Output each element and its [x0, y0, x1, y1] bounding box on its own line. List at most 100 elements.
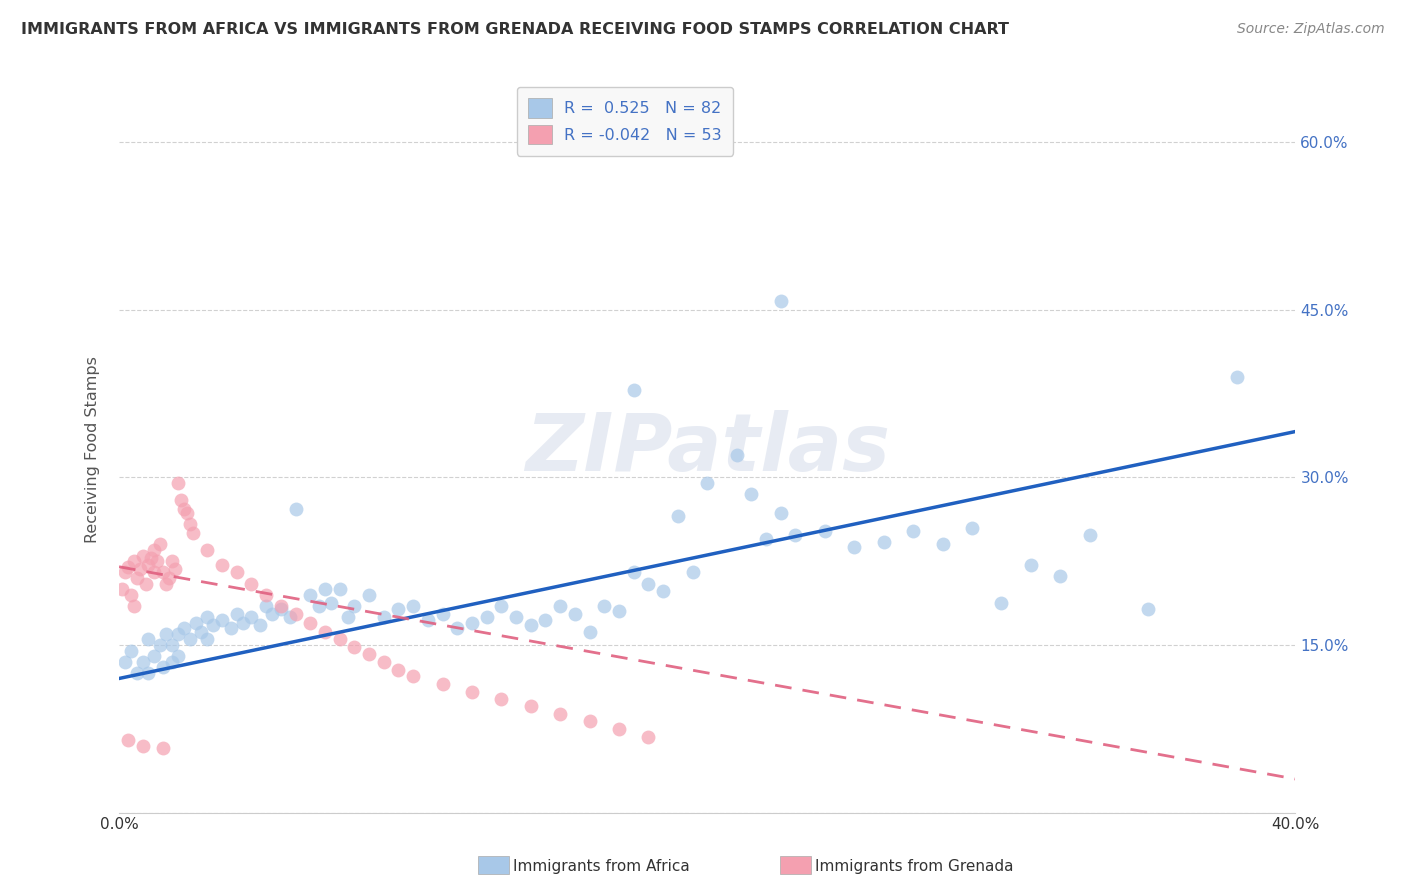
- Point: [607, 604, 630, 618]
- Point: [505, 610, 527, 624]
- Point: [202, 618, 225, 632]
- Point: [319, 595, 342, 609]
- Point: [134, 576, 156, 591]
- Point: [402, 669, 425, 683]
- Point: [755, 532, 778, 546]
- Point: [143, 543, 166, 558]
- Point: [416, 613, 439, 627]
- Point: [284, 501, 307, 516]
- Point: [152, 566, 174, 580]
- Point: [931, 537, 953, 551]
- Point: [146, 554, 169, 568]
- Point: [225, 607, 247, 621]
- Point: [155, 627, 177, 641]
- Point: [990, 595, 1012, 609]
- Point: [402, 599, 425, 613]
- Point: [195, 610, 218, 624]
- Point: [122, 554, 145, 568]
- Point: [167, 627, 190, 641]
- Point: [343, 599, 366, 613]
- Y-axis label: Receiving Food Stamps: Receiving Food Stamps: [86, 356, 100, 543]
- Point: [117, 559, 139, 574]
- Point: [373, 610, 395, 624]
- Point: [240, 610, 263, 624]
- Point: [179, 632, 201, 647]
- Point: [184, 615, 207, 630]
- Point: [387, 602, 409, 616]
- Legend: R =  0.525   N = 82, R = -0.042   N = 53: R = 0.525 N = 82, R = -0.042 N = 53: [516, 87, 734, 155]
- Point: [173, 621, 195, 635]
- Point: [131, 549, 153, 563]
- Point: [461, 685, 484, 699]
- Point: [769, 293, 792, 308]
- Point: [181, 526, 204, 541]
- Point: [314, 624, 336, 639]
- Text: ZIPatlas: ZIPatlas: [524, 410, 890, 489]
- Text: Immigrants from Africa: Immigrants from Africa: [513, 859, 690, 874]
- Point: [623, 383, 645, 397]
- Point: [534, 613, 557, 627]
- Point: [138, 632, 160, 647]
- Point: [167, 475, 190, 490]
- Point: [284, 607, 307, 621]
- Point: [593, 599, 616, 613]
- Point: [160, 638, 183, 652]
- Point: [814, 524, 837, 538]
- Point: [195, 543, 218, 558]
- Point: [163, 562, 186, 576]
- Point: [131, 655, 153, 669]
- Point: [170, 492, 193, 507]
- Point: [138, 558, 160, 572]
- Point: [1049, 568, 1071, 582]
- Point: [114, 655, 136, 669]
- Point: [111, 582, 134, 596]
- Point: [167, 649, 190, 664]
- Point: [195, 632, 218, 647]
- Point: [270, 599, 292, 613]
- Point: [120, 643, 142, 657]
- Point: [249, 618, 271, 632]
- Point: [873, 535, 896, 549]
- Point: [125, 665, 148, 680]
- Point: [578, 714, 600, 728]
- Point: [607, 722, 630, 736]
- Point: [548, 599, 571, 613]
- Point: [637, 576, 659, 591]
- Point: [740, 487, 762, 501]
- Point: [548, 707, 571, 722]
- Point: [343, 640, 366, 655]
- Point: [160, 655, 183, 669]
- Text: Source: ZipAtlas.com: Source: ZipAtlas.com: [1237, 22, 1385, 37]
- Point: [211, 558, 233, 572]
- Point: [960, 521, 983, 535]
- Point: [844, 540, 866, 554]
- Point: [299, 588, 322, 602]
- Point: [160, 554, 183, 568]
- Point: [260, 607, 283, 621]
- Point: [190, 624, 212, 639]
- Point: [461, 615, 484, 630]
- Point: [432, 607, 454, 621]
- Point: [725, 448, 748, 462]
- Point: [143, 649, 166, 664]
- Point: [666, 509, 689, 524]
- Point: [308, 599, 330, 613]
- Point: [122, 599, 145, 613]
- Text: Immigrants from Grenada: Immigrants from Grenada: [815, 859, 1014, 874]
- Point: [219, 621, 242, 635]
- Point: [652, 584, 675, 599]
- Point: [337, 610, 360, 624]
- Point: [329, 632, 352, 647]
- Point: [314, 582, 336, 596]
- Point: [1078, 528, 1101, 542]
- Point: [785, 528, 807, 542]
- Point: [254, 588, 277, 602]
- Point: [1226, 369, 1249, 384]
- Point: [682, 566, 704, 580]
- Point: [128, 562, 150, 576]
- Text: IMMIGRANTS FROM AFRICA VS IMMIGRANTS FROM GRENADA RECEIVING FOOD STAMPS CORRELAT: IMMIGRANTS FROM AFRICA VS IMMIGRANTS FRO…: [21, 22, 1010, 37]
- Point: [623, 566, 645, 580]
- Point: [138, 665, 160, 680]
- Point: [696, 475, 718, 490]
- Point: [225, 566, 247, 580]
